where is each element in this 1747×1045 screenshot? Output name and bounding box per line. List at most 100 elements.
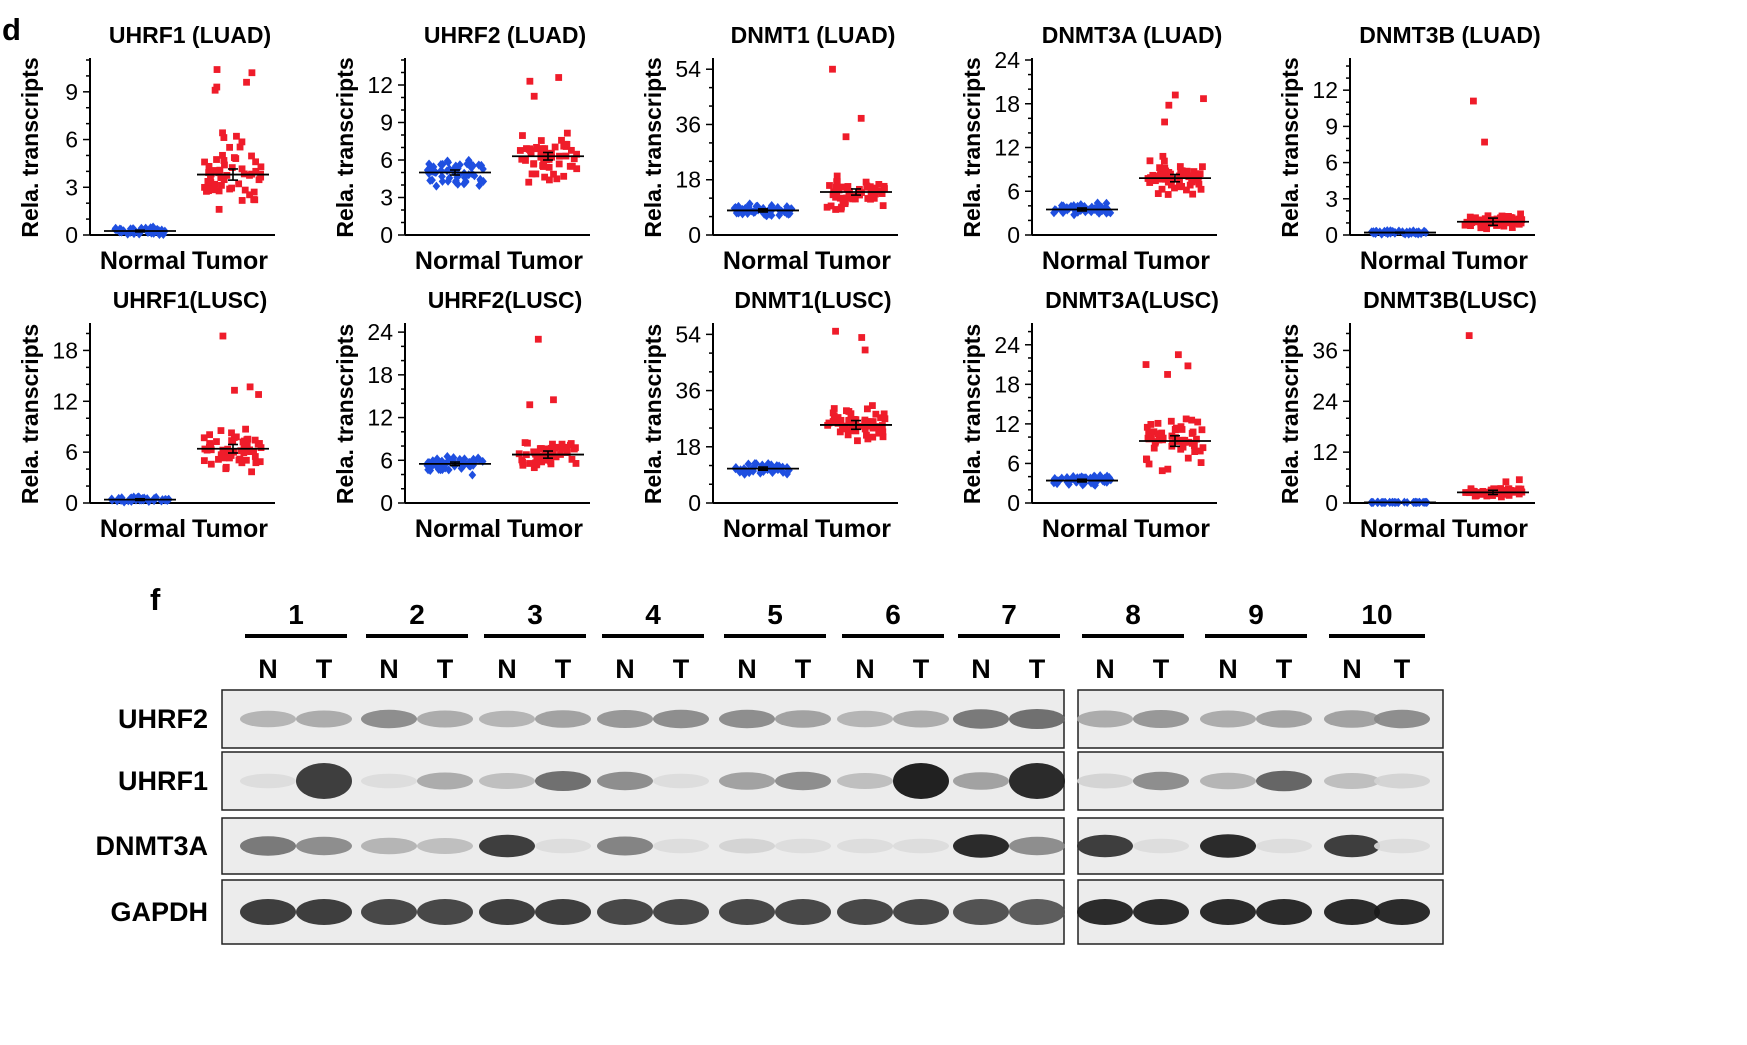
protein-band bbox=[719, 899, 775, 925]
chart-title: UHRF2(LUSC) bbox=[428, 287, 583, 313]
data-point-tumor bbox=[844, 431, 852, 439]
protein-band bbox=[1077, 773, 1133, 789]
data-point-tumor bbox=[875, 429, 883, 437]
protein-band bbox=[653, 709, 709, 729]
data-point-tumor bbox=[1494, 486, 1502, 494]
protein-band bbox=[535, 838, 591, 854]
lane-group-number: 9 bbox=[1248, 599, 1264, 630]
data-point-tumor bbox=[241, 186, 249, 194]
protein-band bbox=[719, 772, 775, 790]
data-point-tumor bbox=[558, 440, 566, 448]
data-point-tumor bbox=[538, 458, 545, 466]
protein-band bbox=[296, 899, 352, 925]
data-point-tumor bbox=[207, 173, 214, 180]
data-point-tumor bbox=[1487, 220, 1494, 227]
protein-band bbox=[1133, 838, 1189, 854]
data-point-tumor bbox=[1156, 171, 1164, 179]
lane-group-number: 3 bbox=[527, 599, 543, 630]
protein-band bbox=[1133, 710, 1189, 728]
data-point-tumor bbox=[239, 438, 247, 446]
data-point-tumor bbox=[200, 457, 208, 465]
protein-band bbox=[893, 763, 949, 799]
data-point-tumor bbox=[1174, 351, 1182, 359]
data-point-tumor bbox=[236, 143, 244, 151]
y-tick-label: 6 bbox=[1007, 178, 1020, 204]
data-point-tumor bbox=[1167, 417, 1175, 425]
data-point-tumor bbox=[1184, 362, 1192, 370]
data-point-tumor bbox=[1503, 219, 1511, 227]
lane-group-number: 8 bbox=[1125, 599, 1141, 630]
y-tick-label: 0 bbox=[688, 222, 701, 248]
data-point-tumor bbox=[1191, 448, 1199, 455]
data-point-tumor bbox=[236, 455, 244, 463]
data-point-tumor bbox=[1470, 97, 1477, 105]
lane-label: N bbox=[971, 654, 991, 684]
data-point-tumor bbox=[252, 459, 260, 467]
data-point-tumor bbox=[226, 143, 233, 151]
protein-band bbox=[653, 899, 709, 925]
data-point-tumor bbox=[1515, 220, 1523, 228]
y-tick-label: 9 bbox=[380, 110, 393, 136]
data-point-tumor bbox=[238, 165, 246, 173]
lane-group-number: 2 bbox=[409, 599, 425, 630]
data-point-normal bbox=[783, 463, 791, 473]
y-tick-label: 0 bbox=[1325, 490, 1338, 516]
protein-band bbox=[417, 899, 473, 925]
protein-band bbox=[1009, 763, 1065, 799]
lane-label: N bbox=[258, 654, 278, 684]
data-point-normal bbox=[1103, 471, 1111, 481]
data-point-normal bbox=[476, 176, 485, 186]
data-point-tumor bbox=[546, 176, 553, 184]
protein-band bbox=[1374, 773, 1430, 789]
data-point-tumor bbox=[850, 415, 858, 423]
data-point-tumor bbox=[1180, 171, 1188, 178]
data-point-tumor bbox=[213, 66, 221, 73]
y-tick-label: 24 bbox=[994, 332, 1020, 358]
y-tick-label: 0 bbox=[1325, 222, 1338, 248]
x-tick-label: Normal bbox=[415, 247, 501, 275]
data-point-tumor bbox=[870, 194, 878, 202]
data-point-tumor bbox=[521, 439, 529, 446]
lane-group-number: 4 bbox=[645, 599, 661, 630]
lane-group-number: 7 bbox=[1001, 599, 1017, 630]
data-point-tumor bbox=[1490, 485, 1498, 493]
data-point-tumor bbox=[837, 416, 845, 424]
y-tick-label: 36 bbox=[675, 378, 701, 404]
y-tick-label: 18 bbox=[52, 337, 78, 363]
data-point-tumor bbox=[1155, 436, 1163, 444]
data-point-tumor bbox=[563, 449, 571, 456]
data-point-normal bbox=[444, 465, 453, 475]
y-tick-label: 9 bbox=[1325, 113, 1338, 139]
protein-band bbox=[479, 773, 535, 789]
data-point-tumor bbox=[1197, 185, 1205, 193]
data-point-normal bbox=[787, 204, 795, 214]
data-point-tumor bbox=[1483, 225, 1491, 233]
y-tick-label: 6 bbox=[65, 127, 78, 153]
data-point-tumor bbox=[869, 418, 877, 426]
data-point-tumor bbox=[1171, 425, 1179, 433]
protein-band bbox=[417, 772, 473, 790]
data-point-tumor bbox=[845, 418, 853, 425]
data-point-tumor bbox=[567, 146, 575, 154]
data-point-tumor bbox=[1171, 91, 1179, 99]
data-point-normal bbox=[466, 458, 474, 468]
data-point-tumor bbox=[232, 433, 240, 441]
data-point-tumor bbox=[553, 443, 560, 451]
data-point-tumor bbox=[572, 444, 579, 452]
data-point-tumor bbox=[231, 386, 238, 394]
protein-band bbox=[1256, 770, 1312, 792]
data-point-tumor bbox=[547, 444, 555, 452]
data-point-tumor bbox=[573, 150, 580, 158]
data-point-tumor bbox=[1199, 163, 1206, 171]
protein-band bbox=[1324, 710, 1380, 728]
data-point-tumor bbox=[560, 172, 568, 180]
data-point-tumor bbox=[830, 405, 838, 412]
data-point-tumor bbox=[551, 143, 559, 151]
y-tick-label: 9 bbox=[65, 79, 78, 105]
data-point-tumor bbox=[217, 427, 225, 434]
data-point-tumor bbox=[242, 456, 250, 464]
data-point-tumor bbox=[1194, 418, 1202, 426]
data-point-normal bbox=[454, 179, 462, 189]
y-tick-label: 6 bbox=[1007, 450, 1020, 476]
data-point-tumor bbox=[221, 161, 228, 169]
